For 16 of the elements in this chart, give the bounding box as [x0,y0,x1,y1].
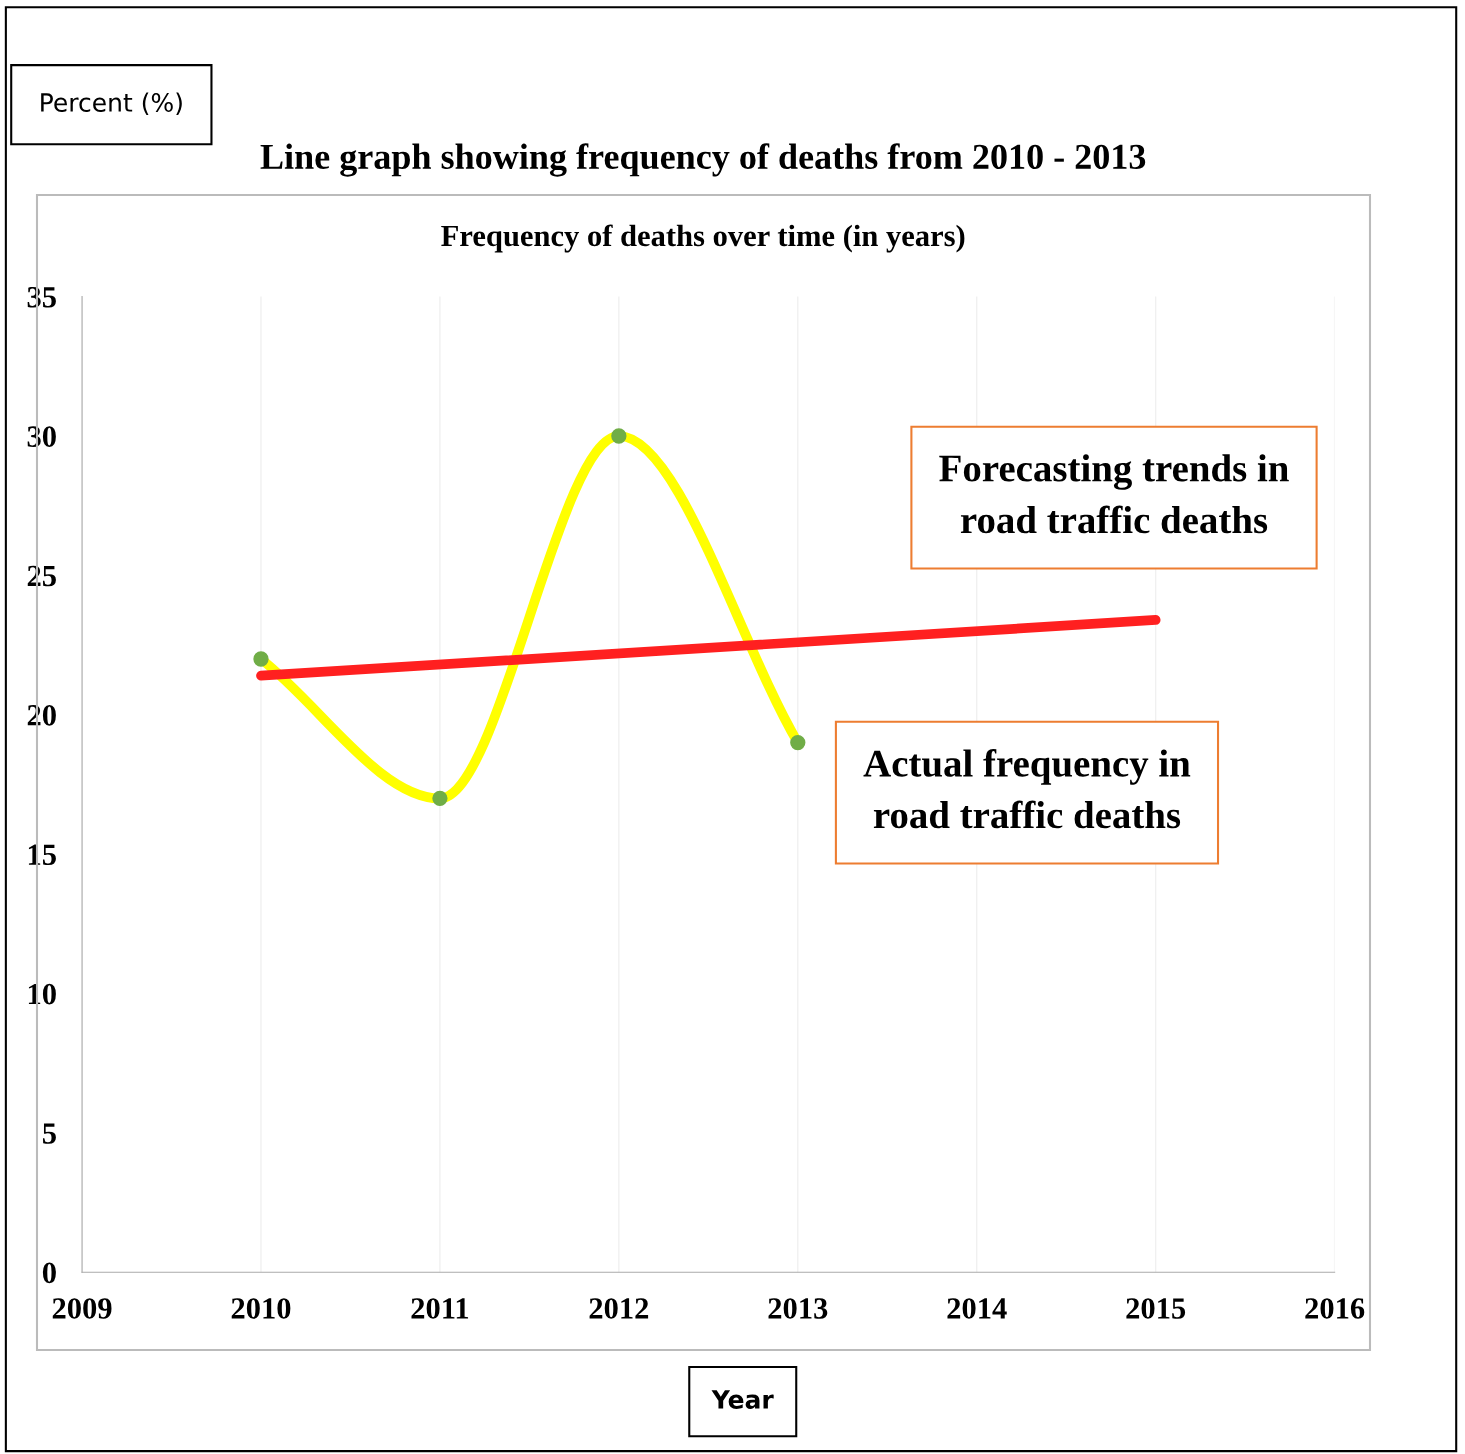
text: Forecasting trends in road traffic deaths [939,454,1289,534]
x-tick-label: 2012 [589,1298,649,1319]
x-tick-label: 2014 [947,1298,1007,1319]
x-tick-label: 2016 [1305,1298,1365,1319]
x-tick-label: 2009 [52,1298,112,1319]
x-tick-label: 2015 [1126,1298,1186,1319]
chart-subtitle: Frequency of deaths over time (in years) [441,224,965,253]
x-tick-label: 2011 [411,1298,469,1319]
x-tick-label: 2013 [768,1298,828,1319]
y-tick-label: 5 [42,1123,56,1144]
text: Percent (%) [41,92,182,115]
x-tick-label: 2010 [231,1298,291,1319]
series-label: Actual frequency in road traffic deaths [863,749,1191,829]
x-axis-title: Year [711,1390,774,1409]
y-tick-label: 0 [42,1262,56,1284]
chart-title: Line graph showing frequency of deaths from 2010 - 2013 [260,143,1146,177]
